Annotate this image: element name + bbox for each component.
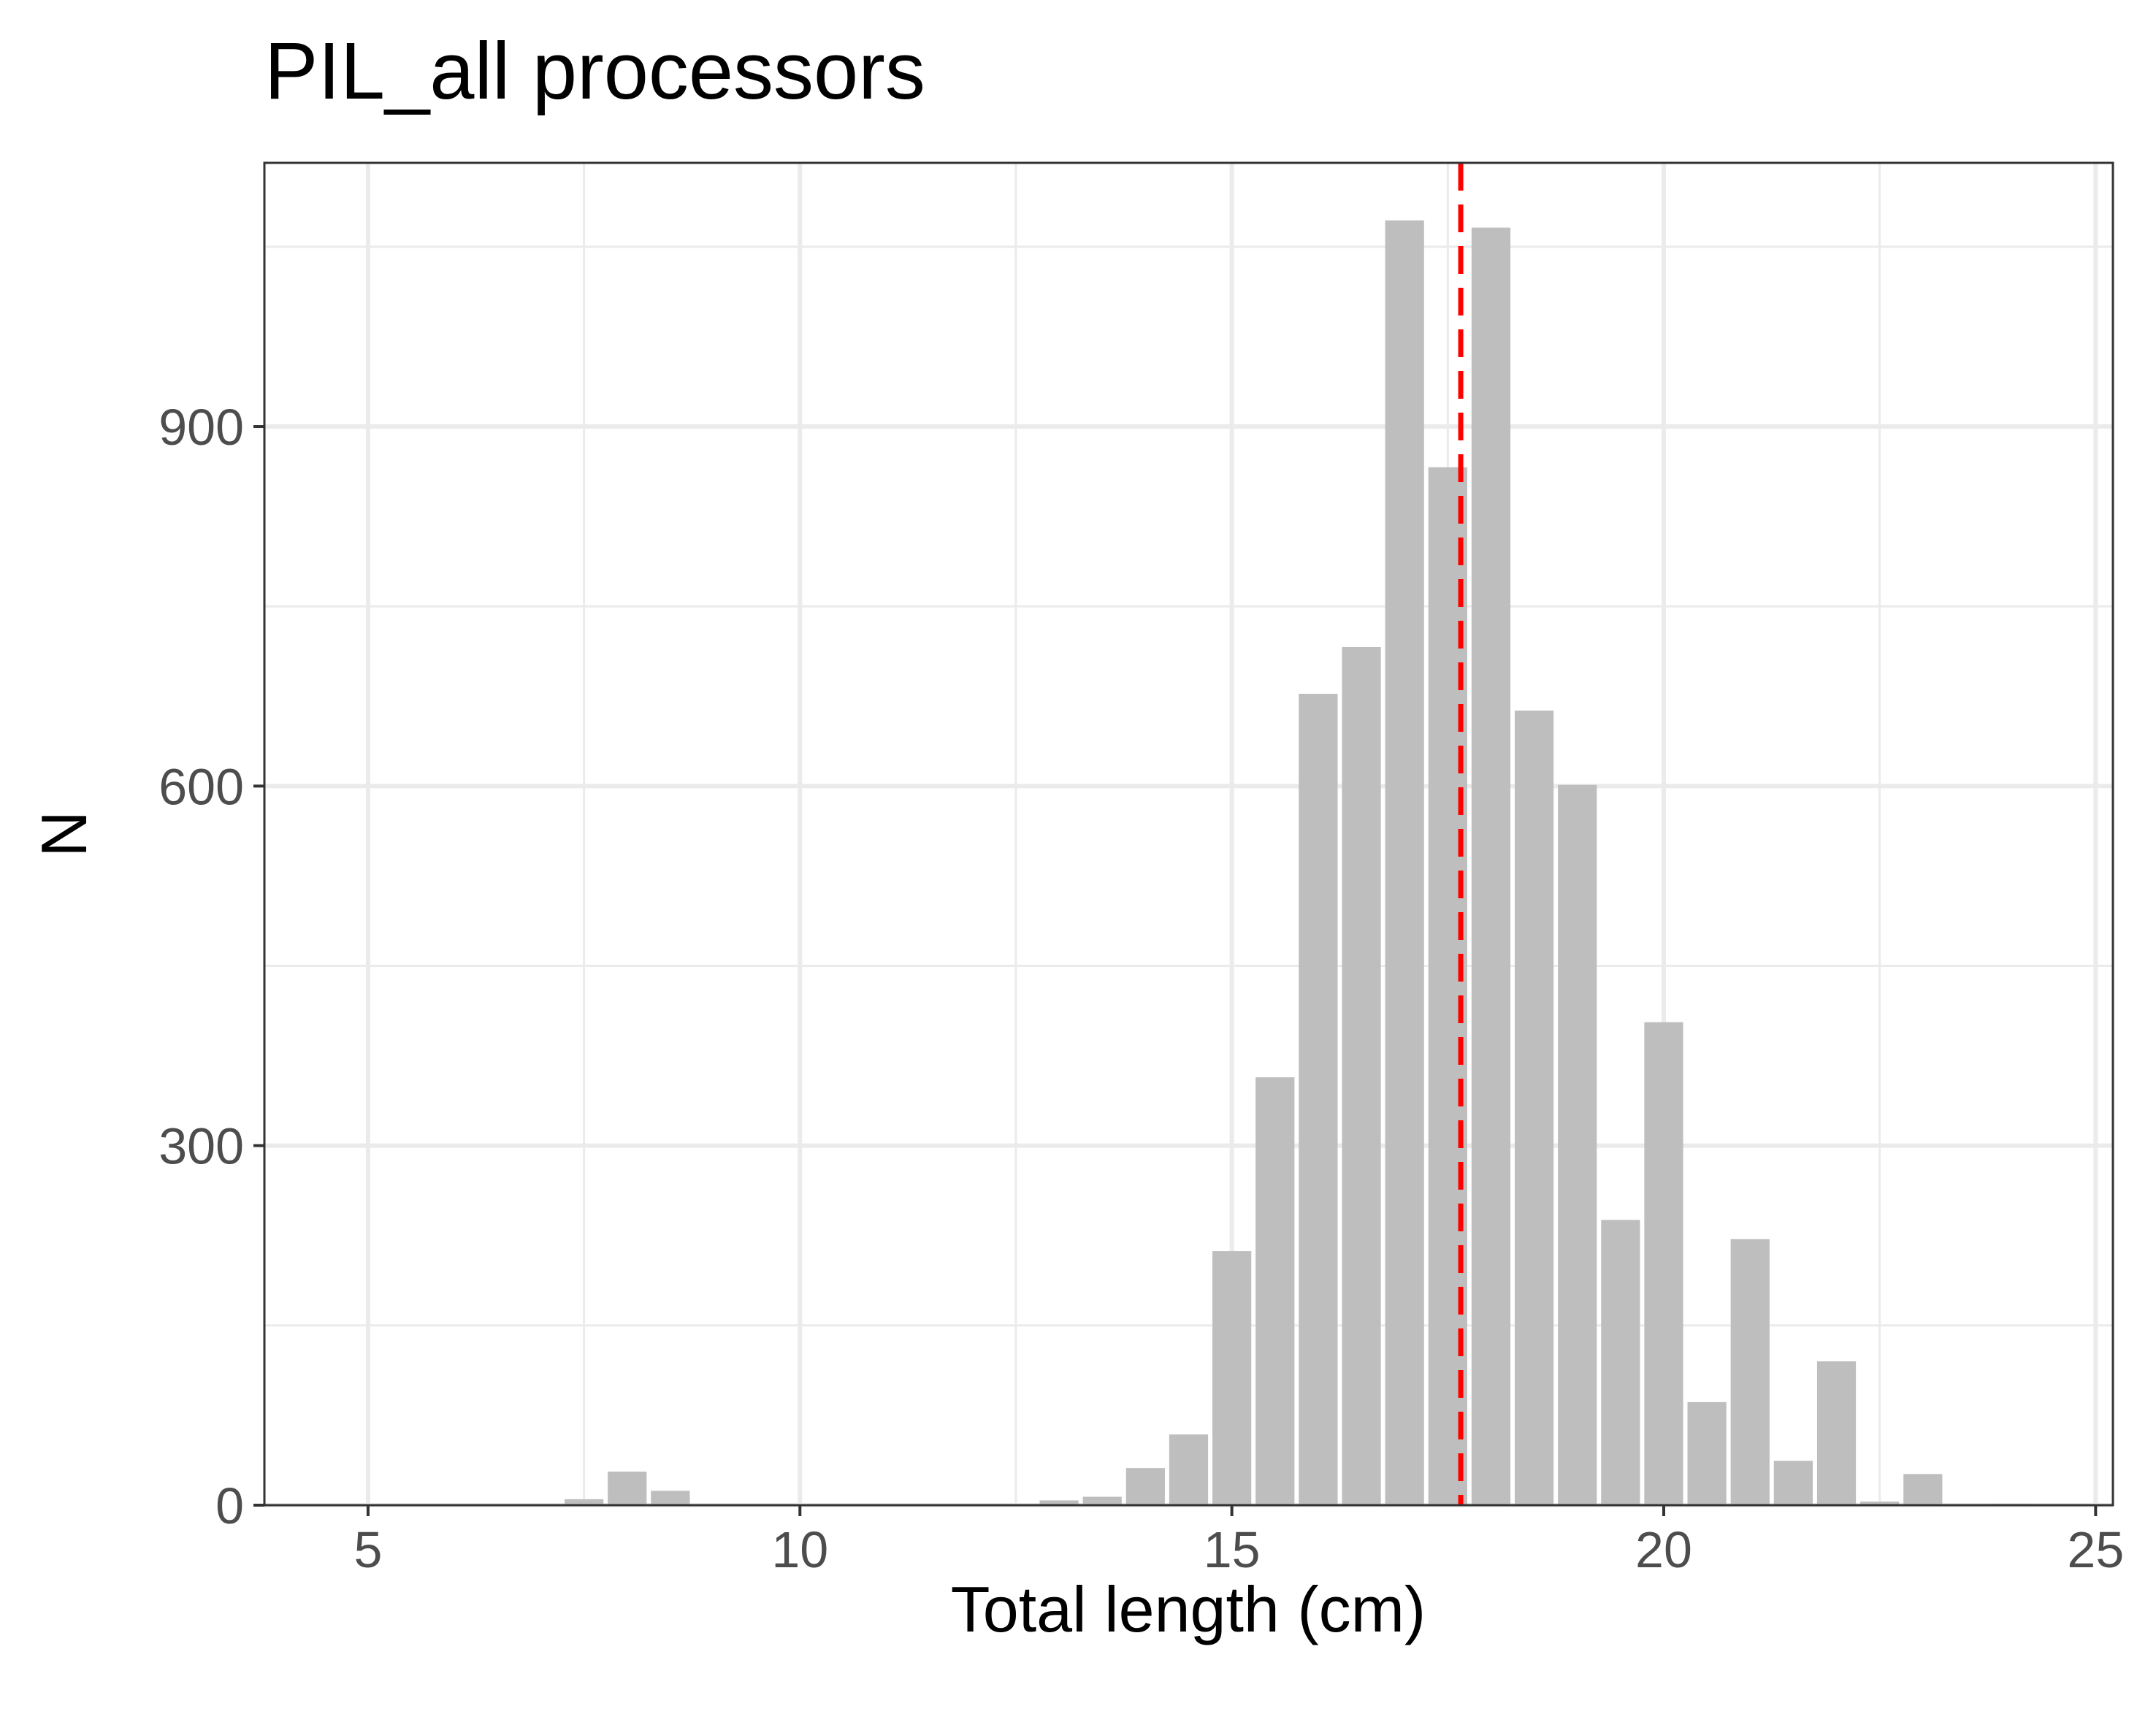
histogram-bar: 8: 28 [608,1472,647,1505]
y-tick-label: 300 [158,1118,244,1175]
histogram-bar: 22: 120 [1816,1361,1857,1505]
x-tick-label: 5 [353,1521,382,1578]
y-tick-label: 0 [215,1477,244,1534]
bars: 7.5: 5 8: 28 8.5: 12 13: 413.5: 714: 3114.5… [564,220,2029,1505]
histogram-bar: 13.5: 7 [1082,1496,1122,1505]
plot-panel [264,163,2113,1505]
histogram-bar: 21.5: 37 [1773,1461,1813,1505]
histogram-bar: 20: 403 [1644,1022,1683,1505]
x-tick-label: 15 [1204,1521,1261,1578]
histogram-bar: 20.5: 86 [1687,1401,1727,1505]
histogram-bar: 19.5: 238 [1601,1220,1640,1505]
histogram-bar: 22.5: 3 [1860,1502,1900,1505]
histogram-bar: 7.5: 5 [564,1499,604,1505]
histogram-bar: 18: 1066 [1471,227,1511,1505]
axes: 5 10 15 20 25 0 300 600 900 [158,399,2124,1578]
histogram-bar: 17: 1072 [1385,220,1424,1505]
y-tick-label: 600 [158,758,244,815]
histogram-bar: 16: 677 [1299,693,1338,1505]
histogram-bar: 23: 26 [1903,1474,1943,1505]
histogram-bar: 13: 4 [1039,1500,1079,1505]
x-tick-label: 10 [771,1521,828,1578]
histogram-bar: 14.5: 59 [1169,1434,1209,1505]
histogram-bar: 15: 212 [1212,1251,1252,1505]
y-tick-label: 900 [158,399,244,456]
x-tick-label: 20 [1635,1521,1692,1578]
plot-panel-border [263,161,2114,1507]
histogram-bar: 19: 601 [1558,784,1597,1505]
histogram-bar: 18.5: 663 [1514,710,1554,1505]
y-axis-title: N [28,811,100,857]
chart-title: PIL_all processors [264,26,925,116]
histogram-bar: 16.5: 716 [1342,646,1381,1505]
x-tick-label: 25 [2067,1521,2124,1578]
histogram-bar: 15.5: 357 [1255,1077,1295,1505]
x-axis-title: Total length (cm) [951,1573,1426,1645]
histogram-bar: 21: 222 [1730,1239,1770,1505]
histogram-bar: 14: 31 [1125,1468,1165,1505]
histogram-bar: 8.5: 12 [651,1491,690,1505]
